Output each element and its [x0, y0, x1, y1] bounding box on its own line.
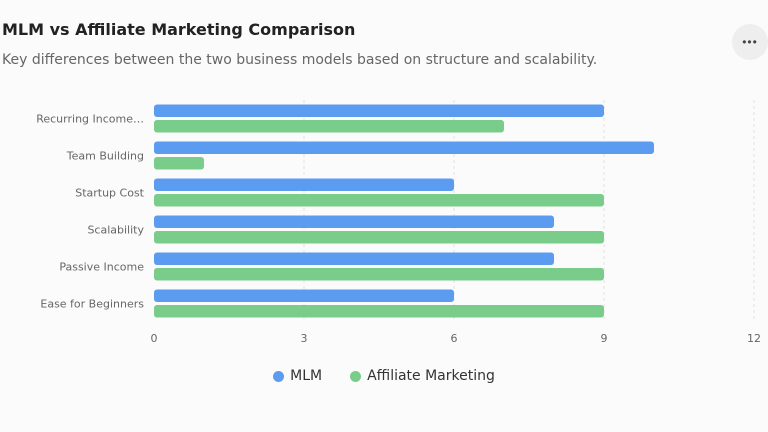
- legend-label-mlm: MLM: [290, 368, 323, 384]
- bar-affiliate-0: [154, 120, 504, 133]
- legend-item-mlm[interactable]: MLM: [273, 368, 322, 384]
- y-tick-label-0: Recurring Income…: [36, 113, 144, 126]
- x-tick-label-12: 12: [747, 332, 761, 345]
- bar-affiliate-4: [154, 268, 604, 281]
- y-tick-label-3: Scalability: [87, 224, 144, 237]
- x-tick-label-9: 9: [601, 332, 608, 345]
- more-options-button[interactable]: •••: [732, 24, 768, 60]
- y-tick-label-2: Startup Cost: [75, 187, 144, 200]
- bar-mlm-3: [154, 215, 554, 228]
- chart-title: MLM vs Affiliate Marketing Comparison: [2, 20, 356, 39]
- legend-item-affiliate[interactable]: Affiliate Marketing: [350, 368, 495, 384]
- bar-mlm-4: [154, 252, 554, 265]
- y-tick-label-1: Team Building: [66, 150, 144, 163]
- legend-swatch-affiliate: [350, 370, 362, 382]
- bar-mlm-2: [154, 178, 454, 191]
- bar-mlm-0: [154, 104, 604, 117]
- chart-subtitle: Key differences between the two business…: [2, 52, 598, 68]
- y-tick-label-4: Passive Income: [59, 261, 144, 274]
- x-tick-label-3: 3: [301, 332, 308, 345]
- bar-mlm-1: [154, 141, 654, 154]
- legend-label-affiliate: Affiliate Marketing: [367, 368, 495, 384]
- bar-affiliate-5: [154, 305, 604, 318]
- x-tick-label-0: 0: [151, 332, 158, 345]
- more-horizontal-icon: •••: [742, 35, 758, 49]
- legend-swatch-mlm: [273, 370, 285, 382]
- x-tick-label-6: 6: [451, 332, 458, 345]
- legend: MLM Affiliate Marketing: [0, 368, 768, 384]
- bar-affiliate-3: [154, 231, 604, 244]
- bar-affiliate-2: [154, 194, 604, 207]
- bar-mlm-5: [154, 289, 454, 302]
- y-tick-label-5: Ease for Beginners: [40, 298, 144, 311]
- bar-affiliate-1: [154, 157, 204, 170]
